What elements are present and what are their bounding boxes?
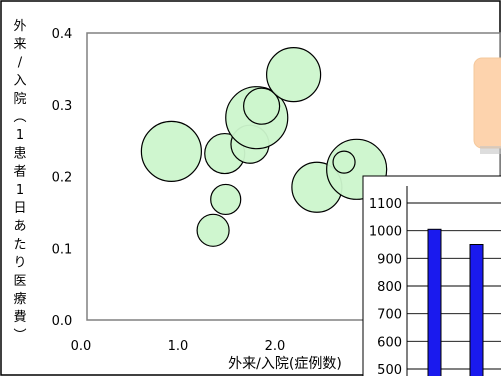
- bar-y-tick-label: 700: [377, 308, 402, 323]
- bubble-y-title-char: た: [13, 237, 26, 252]
- bubble-y-title-char: 日: [13, 201, 26, 216]
- bar-y-tick-label: 800: [377, 280, 402, 295]
- bar-y-tick-label: 900: [377, 252, 402, 267]
- bubble-point: [243, 87, 281, 125]
- bubble-x-tick-label: 2.0: [265, 339, 286, 354]
- bubble-y-title-char: 者: [13, 165, 26, 180]
- bubble-point: [196, 213, 230, 247]
- bar-series: [427, 228, 484, 380]
- bubble-point: [210, 183, 242, 216]
- bubble-point: [332, 150, 356, 174]
- bubble-y-title-char: 外: [13, 19, 26, 34]
- bubble-y-title-char: 院: [13, 92, 26, 107]
- bubble-y-tick-label: 0.0: [52, 314, 73, 329]
- bar-y-tick-label: 600: [377, 335, 402, 350]
- bar-y-tick-label: 1100: [369, 197, 402, 212]
- bubble-x-tick-label: 0.0: [71, 339, 92, 354]
- bubble-y-title-char: 療: [13, 292, 26, 307]
- bubble-point: [140, 120, 202, 182]
- bubble-y-title-char: あ: [13, 219, 26, 234]
- bar-y-tick-label: 500: [377, 363, 402, 376]
- bubble-y-title-char: 費: [13, 310, 26, 325]
- bubble-series: [140, 47, 388, 247]
- bubble-y-axis-ticks: 0.0 0.1 0.2 0.3 0.4: [52, 27, 73, 329]
- bubble-y-title-char: り: [13, 256, 26, 271]
- bubble-x-axis-title: 外来/入院(症例数): [228, 356, 342, 372]
- bar-chart-y-axis-ticks: 500 600 700 800 900 1000 1100: [369, 197, 402, 378]
- bubble-y-tick-label: 0.2: [52, 171, 73, 186]
- bar-chart-gridlines: [407, 202, 501, 370]
- bubble-point: [266, 47, 322, 103]
- bubble-y-title-char: 来: [13, 37, 26, 52]
- bubble-x-axis-ticks: 0.0 1.0 2.0: [71, 339, 286, 354]
- bubble-y-title-char: /: [18, 55, 23, 70]
- bubble-y-title-char: 医: [13, 274, 26, 289]
- bubble-y-title-char: 患: [13, 146, 26, 161]
- bubble-y-title-char: 1: [16, 128, 24, 143]
- bubble-x-tick-label: 1.0: [168, 339, 189, 354]
- overlapping-callout-shape: [473, 57, 501, 149]
- bubble-y-title-char: 入: [13, 74, 26, 89]
- bar: [427, 228, 442, 380]
- bubble-y-tick-label: 0.4: [52, 27, 73, 42]
- bar: [469, 244, 484, 380]
- bubble-y-title-char: 1: [16, 183, 24, 198]
- bubble-y-title-char: ︵: [13, 110, 26, 125]
- bubble-y-tick-label: 0.3: [52, 99, 73, 114]
- bubble-y-tick-label: 0.1: [52, 242, 73, 257]
- bar-y-tick-label: 1000: [369, 225, 402, 240]
- bubble-y-title-char: ︶: [13, 328, 26, 343]
- callout-shadow: [480, 146, 501, 154]
